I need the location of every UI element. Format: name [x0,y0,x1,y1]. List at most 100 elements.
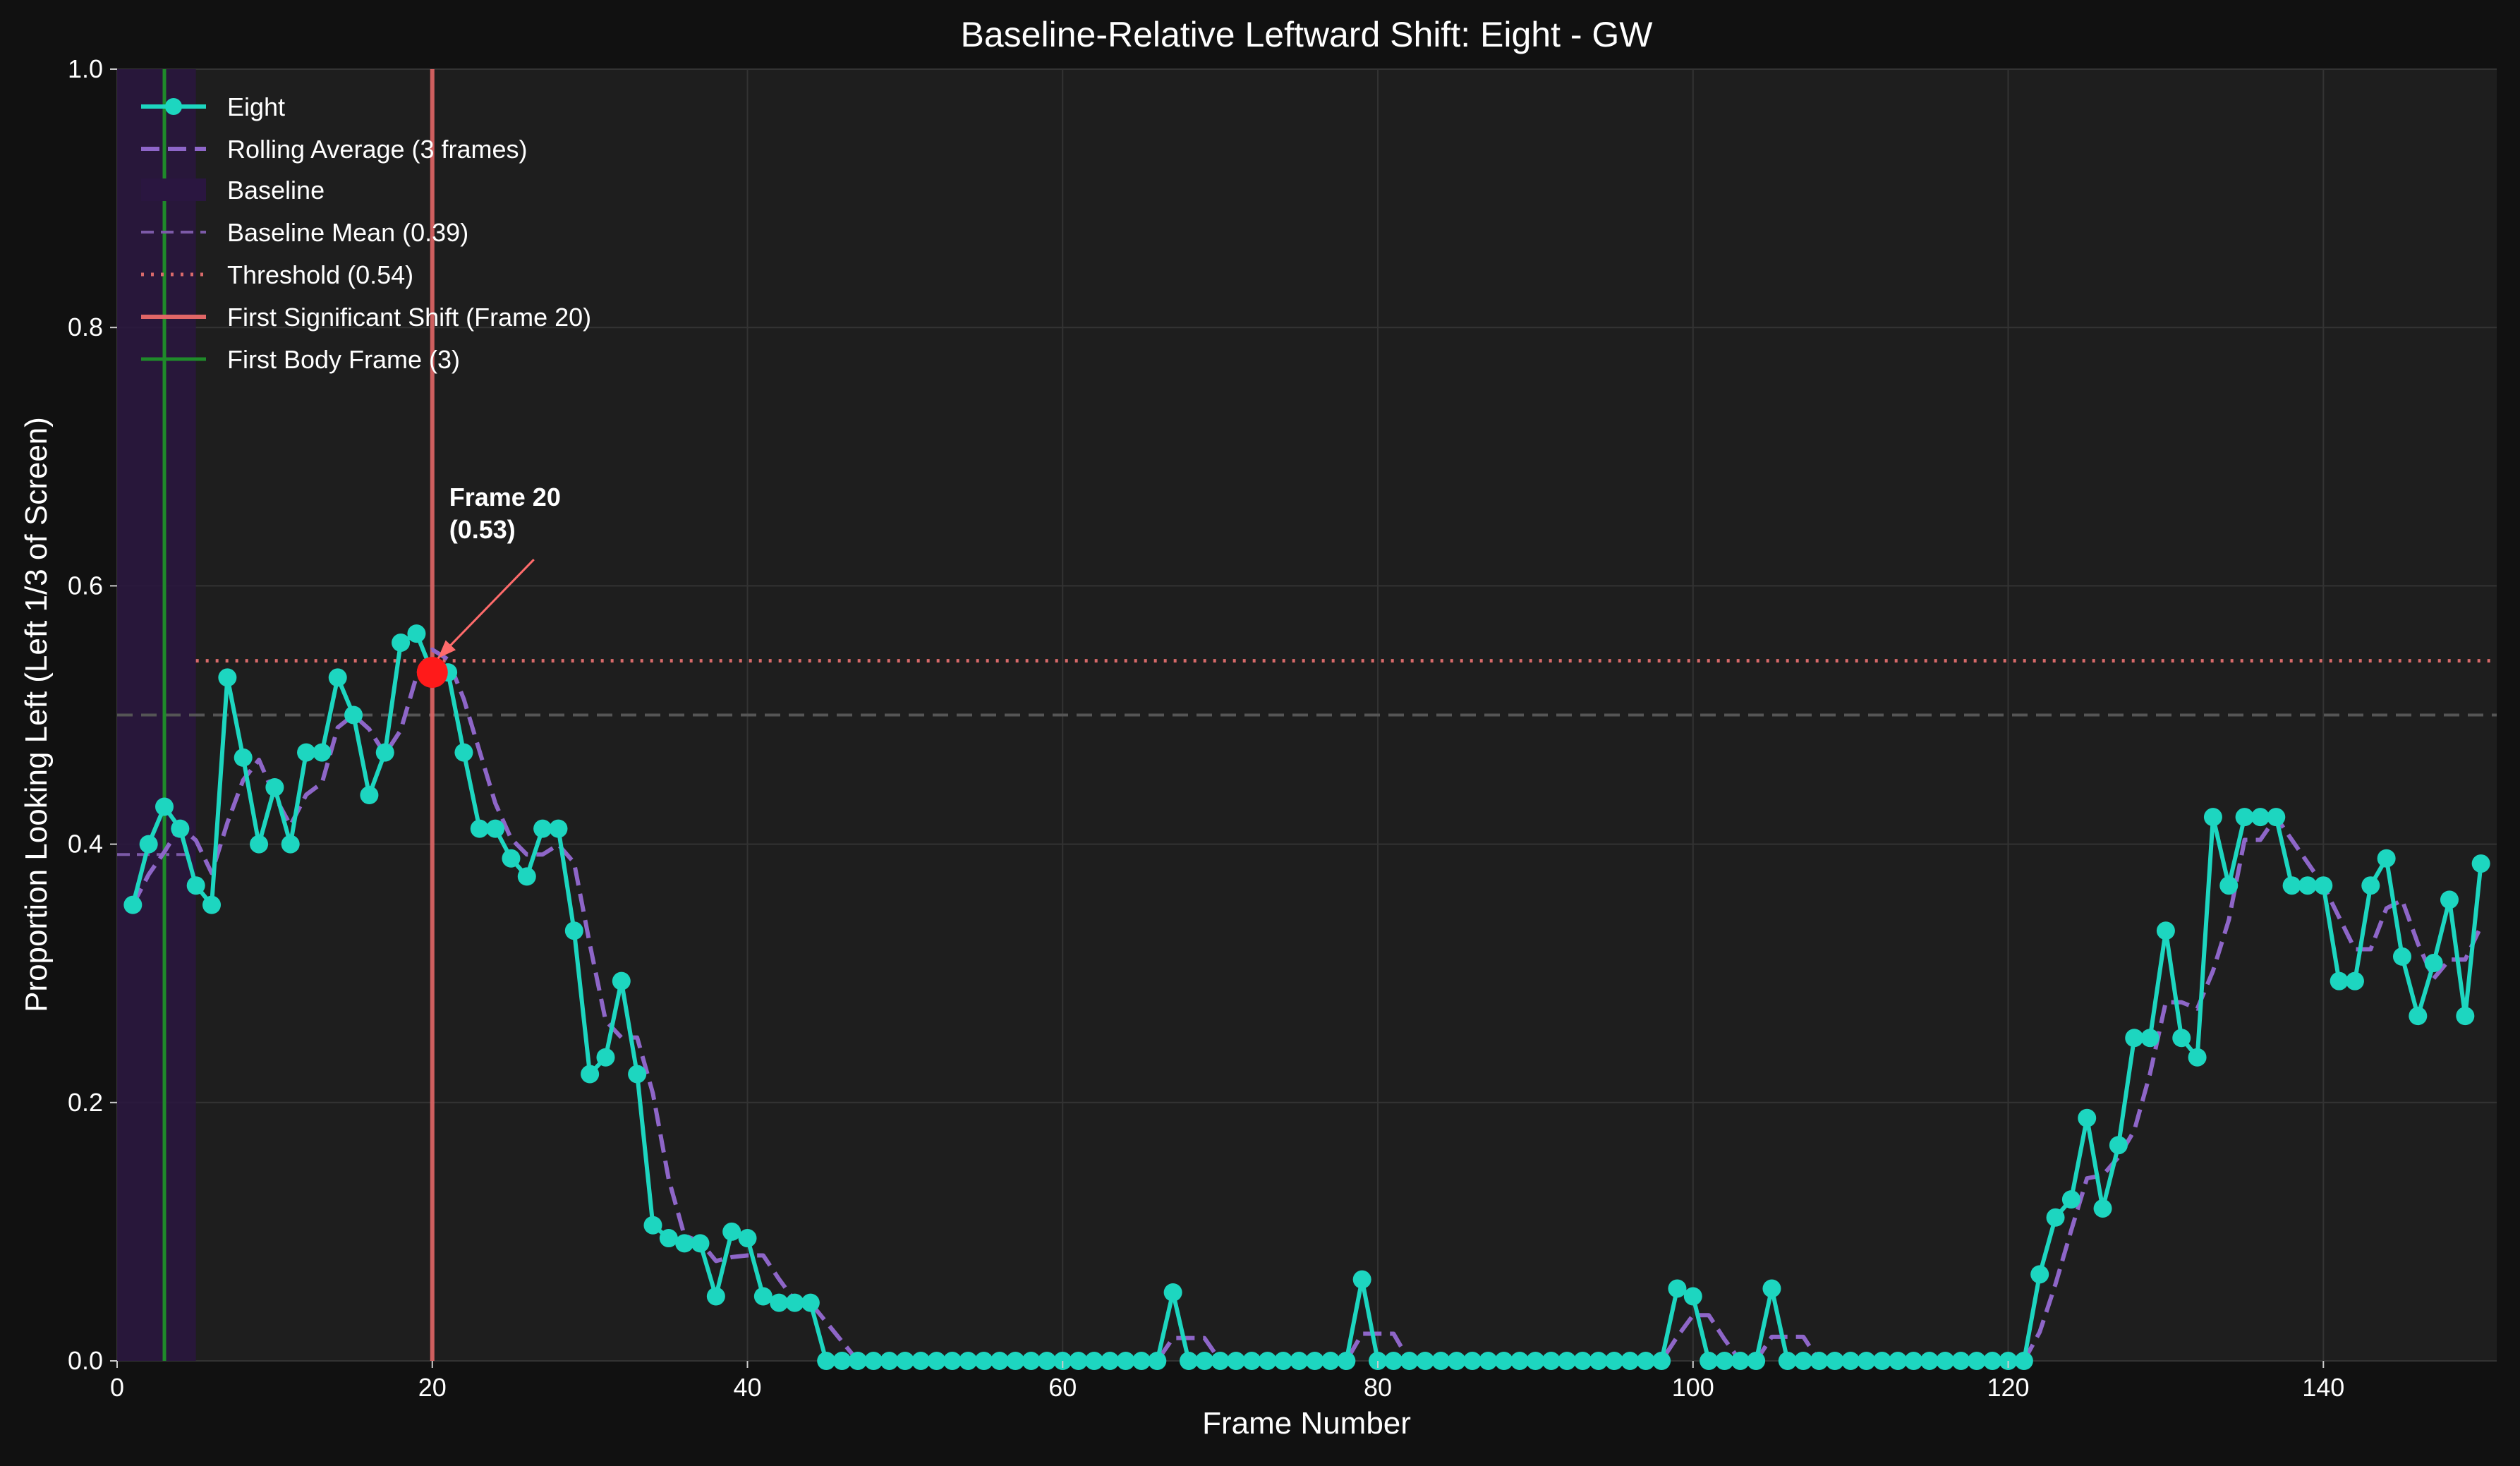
annotation-arrow [437,559,535,660]
eight-data-point [1636,1352,1655,1370]
eight-data-point [1211,1352,1230,1370]
eight-data-point [1242,1352,1261,1370]
eight-data-point [880,1352,899,1370]
eight-data-point [1951,1352,1970,1370]
eight-data-point [2078,1108,2097,1127]
eight-data-point [1510,1352,1529,1370]
eight-data-point [1321,1352,1340,1370]
eight-data-point [801,1293,820,1312]
eight-data-point [2093,1199,2112,1218]
eight-data-point [2330,971,2349,991]
eight-data-point [1400,1352,1419,1370]
axes: 0 20 40 60 80 100 120 140 0.0 0.2 0.4 0.6 0.8 1.0 [68,54,2344,1402]
eight-data-point [832,1352,852,1370]
eight-data-point [628,1065,647,1084]
eight-data-point [234,748,253,767]
eight-data-point [328,668,347,687]
eight-data-point [2409,1007,2428,1026]
eight-data-point [1794,1352,1813,1370]
legend-threshold-label: Threshold (0.54) [227,260,413,289]
eight-data-point [218,668,237,687]
eight-data-point [990,1352,1009,1370]
chart-title: Baseline-Relative Leftward Shift: Eight … [961,15,1654,54]
eight-data-point [1715,1352,1734,1370]
eight-data-point [1226,1352,1245,1370]
eight-data-point [2392,947,2411,966]
eight-data-point [564,921,583,940]
eight-data-point [1179,1352,1198,1370]
eight-data-point [817,1352,836,1370]
legend-rolling-label: Rolling Average (3 frames) [227,135,528,164]
eight-data-point [1621,1352,1640,1370]
eight-data-point [2314,876,2333,895]
eight-data-point [1825,1352,1844,1370]
eight-data-point [1305,1352,1324,1370]
eight-data-point [675,1234,694,1253]
y-tick-label: 0.2 [68,1088,103,1117]
eight-data-point [911,1352,931,1370]
eight-data-point [864,1352,883,1370]
eight-data-point [581,1065,600,1084]
eight-data-point [2109,1136,2128,1155]
eight-data-point [1463,1352,1482,1370]
eight-data-point [1384,1352,1403,1370]
eight-data-point [1558,1352,1577,1370]
legend-baseline-swatch [141,178,206,201]
eight-data-point [1084,1352,1103,1370]
eight-data-point [1431,1352,1450,1370]
eight-series-layer [123,624,2490,1370]
eight-data-point [2188,1048,2207,1067]
eight-data-point [2140,1029,2159,1048]
eight-data-point [1447,1352,1466,1370]
annotation-layer: Frame 20 (0.53) [437,483,561,660]
eight-data-point [753,1287,773,1306]
eight-data-point [1936,1352,1955,1370]
eight-data-point [1352,1270,1371,1289]
eight-data-point [722,1222,741,1241]
eight-data-point [2345,971,2364,991]
eight-data-point [2030,1265,2049,1284]
eight-data-point [643,1216,662,1235]
eight-data-point [1416,1352,1435,1370]
eight-data-point [2267,808,2286,827]
eight-data-point [1132,1352,1151,1370]
eight-data-point [1163,1283,1182,1302]
reference-lines [117,69,2497,1361]
eight-data-point [974,1352,993,1370]
eight-data-point [2235,808,2254,827]
grid [116,68,2497,1362]
eight-data-point [596,1048,615,1067]
eight-data-point [2361,876,2380,895]
eight-data-point [2282,876,2301,895]
eight-data-point [1573,1352,1592,1370]
first-shift-marker [416,657,448,689]
eight-data-point [1841,1352,1860,1370]
eight-data-point [2014,1352,2033,1370]
eight-data-point [848,1352,867,1370]
eight-data-point [2125,1029,2144,1048]
eight-data-point [344,705,363,725]
eight-data-point [2203,808,2222,827]
eight-data-point [1778,1352,1797,1370]
y-tick-label: 0.0 [68,1346,103,1375]
eight-data-point [785,1293,804,1312]
eight-data-point [1541,1352,1561,1370]
eight-data-point [297,743,316,762]
eight-data-point [186,876,205,895]
legend-first-body-label: First Body Frame (3) [227,345,460,374]
eight-data-point [392,633,411,652]
legend-baseline-label: Baseline [227,176,325,205]
eight-data-point [1983,1352,2002,1370]
eight-data-point [1006,1352,1025,1370]
eight-data-point [407,624,426,643]
eight-data-point [1337,1352,1356,1370]
x-tick-label: 120 [1987,1373,2029,1402]
eight-data-point [1258,1352,1277,1370]
x-tick-label: 20 [418,1373,447,1402]
eight-data-point [1762,1279,1781,1298]
eight-data-point [2440,890,2459,909]
eight-data-point [486,819,505,838]
eight-data-point [1731,1352,1750,1370]
eight-data-point [2046,1208,2065,1227]
